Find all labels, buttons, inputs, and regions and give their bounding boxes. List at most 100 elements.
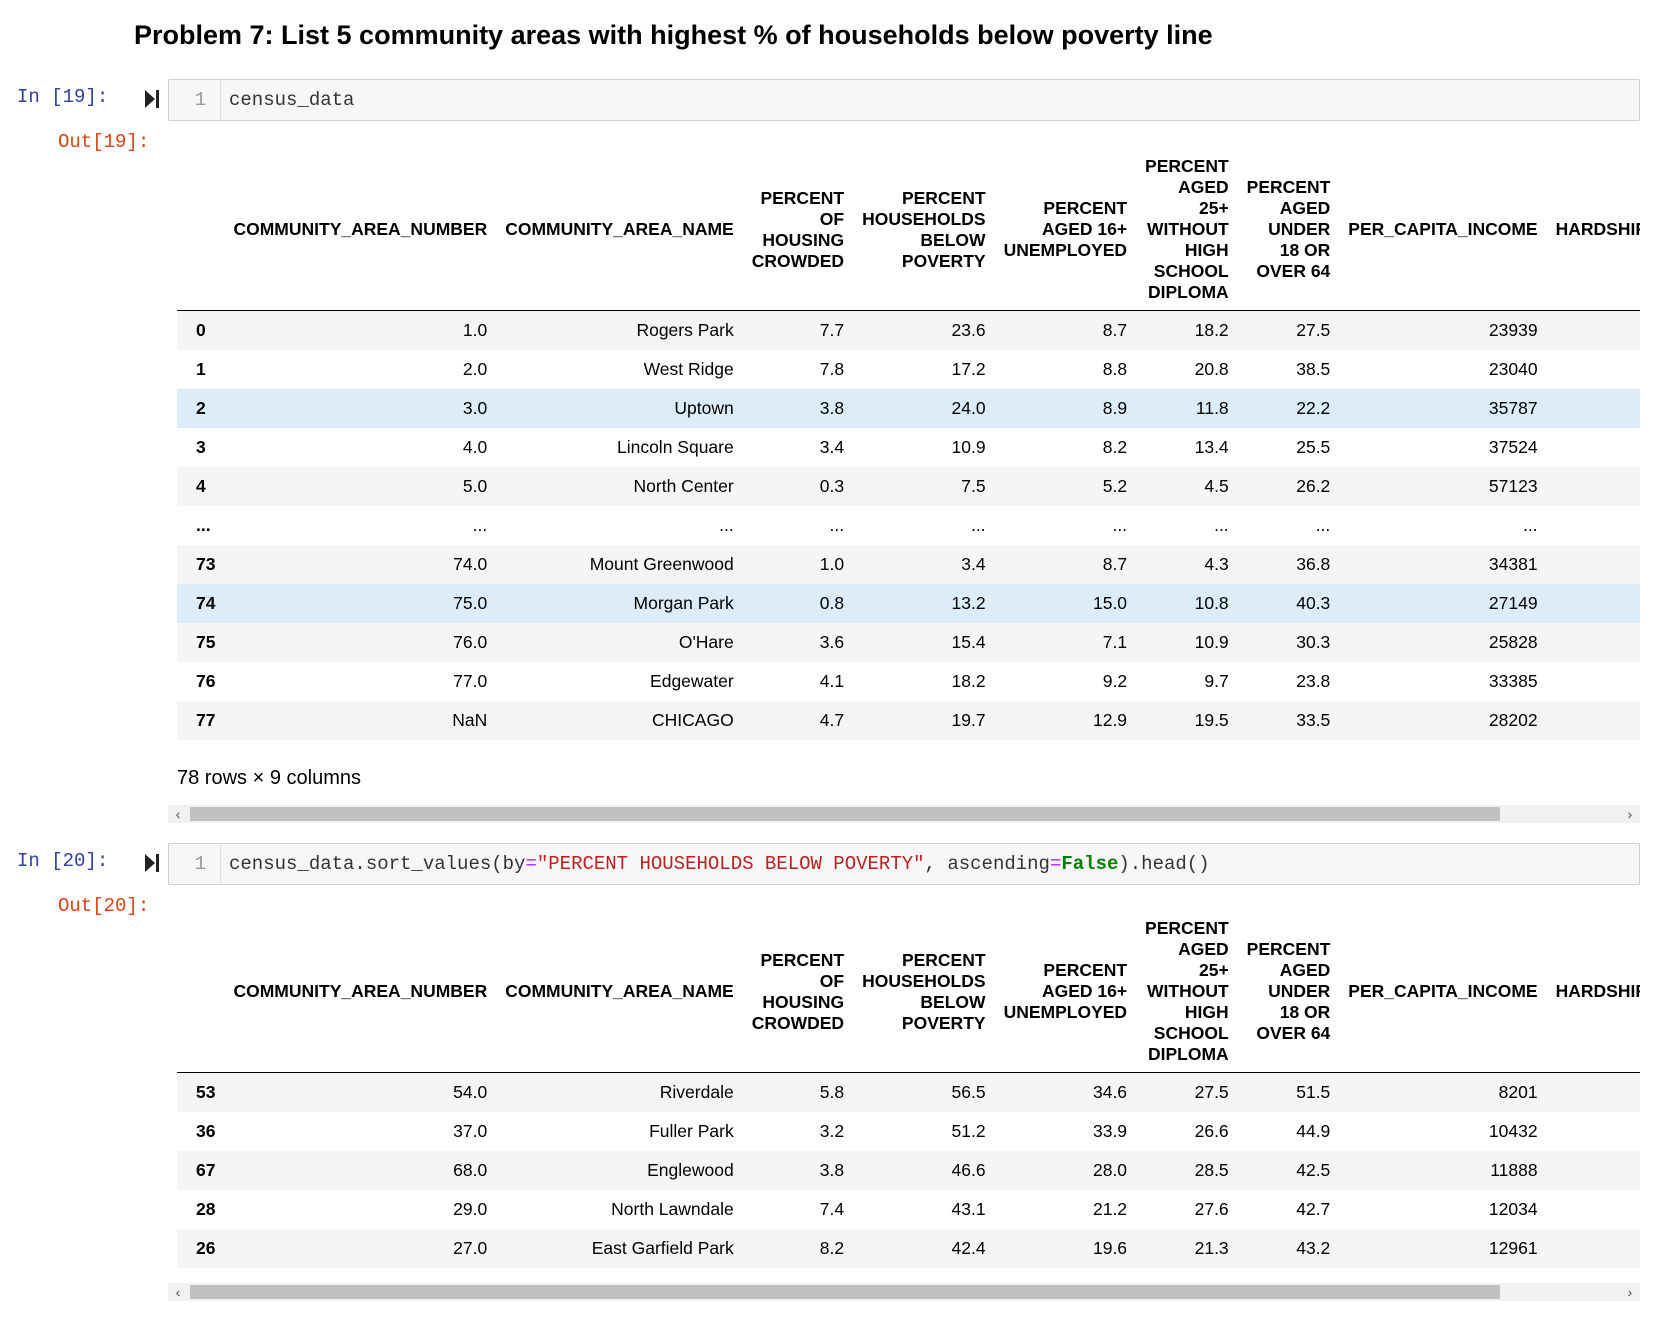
table-cell: 13.4 [1194,436,1229,457]
table-row: 26 27.0 East Garfield Park 8.2 42.4 19.6 21.3 4… [177,1228,1640,1268]
column-header-line: OVER 64 [1256,261,1331,282]
dataframe-table-20: COMMUNITY_AREA_NUMBER COMMUNITY_AREA_NAME… [177,912,1640,1268]
run-cell-icon [145,854,159,872]
row-index: 75 [196,631,216,652]
column-header-line: COMMUNITY_AREA_NUMBER [233,219,488,240]
row-index: 0 [196,319,206,340]
table-cell: 28202 [1488,709,1538,730]
table-cell: 11.8 [1195,397,1229,418]
column-header-line: HOUSING [762,229,845,250]
horizontal-scrollbar-19[interactable]: ‹ › [168,805,1640,823]
scrollbar-thumb[interactable] [190,1285,1500,1299]
table-cell: ... [719,514,734,535]
table-cell: 8.8 [1102,358,1128,379]
table-cell-clipped [1547,545,1640,584]
column-header: HARDSHIP_INDEX [1546,150,1640,311]
table-cell: 23040 [1488,358,1538,379]
table-cell: 18.2 [1194,319,1229,340]
table-cell: 22.2 [1296,397,1331,418]
table-cell: 26.6 [1194,1120,1229,1141]
table-cell: 8.2 [1102,436,1128,457]
column-header-line: PERCENT [1246,939,1331,960]
table-cell: 17.2 [951,358,986,379]
column-header-line: BELOW [920,229,986,250]
column-header-line: POVERTY [901,250,986,271]
table-cell-clipped [1547,662,1640,701]
out-prompt-20: Out[20]: [58,895,150,917]
column-header-line: CROWDED [751,1012,845,1033]
table-cell: 76.0 [453,631,488,652]
table-cell: 26.2 [1296,475,1331,496]
table-cell: 7.1 [1102,631,1128,652]
scroll-left-icon[interactable]: ‹ [175,1284,181,1300]
column-header: COMMUNITY_AREA_NAME [496,912,743,1073]
table-cell: 8.7 [1102,319,1128,340]
table-cell: 13.2 [951,592,986,613]
table-cell: 7.4 [819,1198,845,1219]
column-header: PER_CAPITA_INCOME [1339,912,1547,1073]
column-header-line: WITHOUT [1147,981,1229,1002]
table-cell: Englewood [647,1159,734,1180]
column-header-line: AGED [1178,939,1229,960]
table-cell: 10.9 [951,436,986,457]
table-row: ........................... [177,506,1640,545]
run-cell-button-20[interactable] [144,852,164,876]
column-header-line: DIPLOMA [1147,282,1229,303]
table-cell: O'Hare [678,631,734,652]
column-header: COMMUNITY_AREA_NAME [496,150,743,311]
run-cell-button-19[interactable] [144,88,164,112]
table-cell: CHICAGO [652,709,734,730]
code-editor-19[interactable]: census_data [229,89,355,111]
table-cell: East Garfield Park [591,1237,734,1258]
row-index: 36 [196,1120,216,1141]
scroll-right-icon[interactable]: › [1627,806,1633,822]
horizontal-scrollbar-20[interactable]: ‹ › [168,1283,1640,1301]
scroll-left-icon[interactable]: ‹ [175,806,181,822]
table-cell: 19.6 [1092,1237,1128,1258]
table-cell: 8.7 [1102,553,1128,574]
table-cell: 3.0 [462,397,488,418]
table-cell: 27.0 [453,1237,488,1258]
table-row: 4 5.0 North Center 0.3 7.5 5.2 4.5 26.2 57123 [177,466,1640,506]
column-header-line: OVER 64 [1256,1023,1331,1044]
table-cell: Uptown [674,397,734,418]
table-cell: ... [1112,514,1128,535]
table-cell: Fuller Park [649,1120,734,1141]
table-cell: 19.7 [951,709,986,730]
table-cell: 10.8 [1194,592,1229,613]
column-header: PERCENT AGED 25+ WITHOUT HIGH SCHOOL DIPLOMA [1136,150,1238,311]
table-cell: 42.7 [1296,1198,1331,1219]
line-number: 1 [169,80,221,120]
table-cell: 7.8 [819,358,845,379]
table-cell: 54.0 [453,1081,488,1102]
table-cell: 37524 [1488,436,1538,457]
table-cell: 4.1 [819,670,845,691]
table-cell: 33.5 [1296,709,1331,730]
code-cell-20[interactable]: 1 census_data.sort_values(by="PERCENT HO… [168,843,1640,885]
table-cell: 27.5 [1194,1081,1229,1102]
table-cell-clipped [1547,1190,1640,1229]
table-cell-clipped [1547,1112,1640,1151]
row-index: 77 [196,709,216,730]
code-token-string: "PERCENT HOUSEHOLDS BELOW POVERTY" [536,853,925,875]
table-cell: 12961 [1488,1237,1538,1258]
column-header-line: COMMUNITY_AREA_NAME [505,981,734,1002]
scroll-right-icon[interactable]: › [1627,1284,1633,1300]
code-editor-20[interactable]: census_data.sort_values(by="PERCENT HOUS… [229,844,1210,884]
code-cell-19[interactable]: 1 census_data [168,79,1640,121]
scrollbar-thumb[interactable] [190,807,1500,821]
table-cell: 4.3 [1204,553,1229,574]
table-cell: West Ridge [643,358,734,379]
table-row: 0 1.0 Rogers Park 7.7 23.6 8.7 18.2 27.5 23939 [177,310,1640,350]
column-header-line: 18 OR [1279,240,1331,261]
column-header-line: PERCENT [760,187,845,208]
column-header-line: AGED [1279,960,1331,981]
out-prompt-19: Out[19]: [58,131,150,153]
table-row: 53 54.0 Riverdale 5.8 56.5 34.6 27.5 51.5 8201 [177,1072,1640,1112]
table-cell: 44.9 [1296,1120,1331,1141]
table-cell: 34.6 [1092,1081,1128,1102]
table-cell: Mount Greenwood [589,553,734,574]
column-header-line: AGED [1279,198,1331,219]
table-cell: 15.0 [1092,592,1128,613]
in-prompt-19: In [19]: [17,86,109,108]
